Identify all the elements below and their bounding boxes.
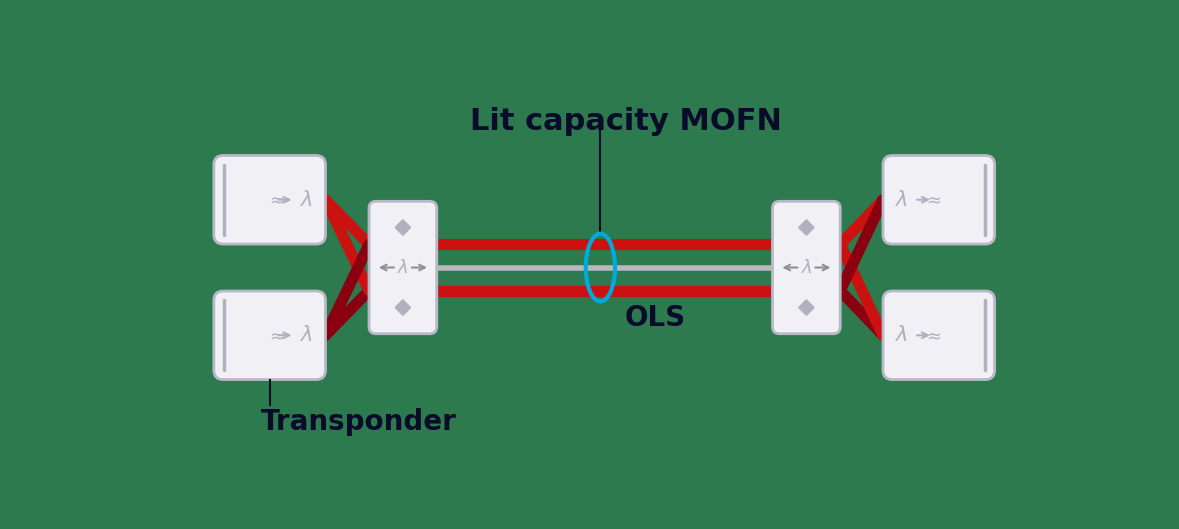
- Text: $\approx$: $\approx$: [266, 326, 285, 344]
- Text: Lit capacity MOFN: Lit capacity MOFN: [470, 107, 782, 136]
- Text: $\lambda$: $\lambda$: [895, 325, 908, 345]
- FancyBboxPatch shape: [883, 291, 995, 380]
- Polygon shape: [395, 220, 410, 235]
- Text: $\approx$: $\approx$: [923, 191, 942, 209]
- FancyBboxPatch shape: [883, 156, 995, 244]
- FancyBboxPatch shape: [369, 202, 436, 334]
- Text: $\approx$: $\approx$: [923, 326, 942, 344]
- Text: $\approx$: $\approx$: [266, 191, 285, 209]
- Text: $\lambda$: $\lambda$: [895, 190, 908, 210]
- Text: $\lambda$: $\lambda$: [801, 259, 812, 277]
- Polygon shape: [798, 220, 814, 235]
- FancyBboxPatch shape: [213, 156, 325, 244]
- Text: $\lambda$: $\lambda$: [301, 325, 314, 345]
- Text: $\lambda$: $\lambda$: [301, 190, 314, 210]
- Text: OLS: OLS: [625, 305, 686, 333]
- Polygon shape: [798, 300, 814, 315]
- FancyBboxPatch shape: [772, 202, 841, 334]
- Text: $\lambda$: $\lambda$: [397, 259, 409, 277]
- Polygon shape: [395, 300, 410, 315]
- Text: Transponder: Transponder: [261, 408, 456, 436]
- FancyBboxPatch shape: [213, 291, 325, 380]
